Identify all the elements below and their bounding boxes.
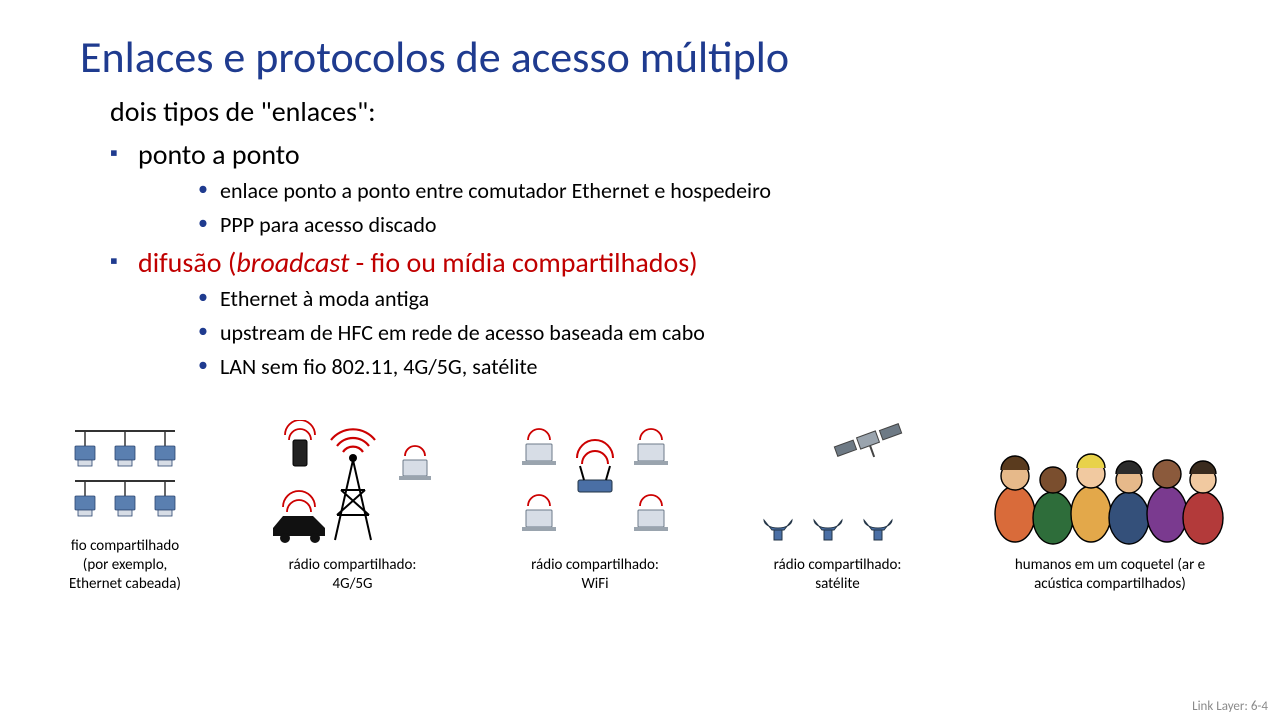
caption-cellular: rádio compartilhado: 4G/5G (289, 556, 417, 594)
figure-people: humanos em um coquetel (ar e acústica co… (980, 420, 1240, 594)
wired-icon (50, 401, 200, 531)
bullet-broadcast-sub-0: Ethernet à moda antiga (198, 284, 1200, 314)
satellite-icon (748, 420, 928, 550)
bullet-broadcast-italic: broadcast (236, 245, 349, 280)
bullet-broadcast: difusão (broadcast - fio ou mídia compar… (110, 245, 1200, 381)
bullet-broadcast-sub-2: LAN sem fio 802.11, 4G/5G, satélite (198, 352, 1200, 382)
bullet-p2p: ponto a ponto enlace ponto a ponto entre… (110, 137, 1200, 239)
figure-wired: fio compartilhado (por exemplo, Ethernet… (40, 401, 210, 593)
wifi-icon (500, 420, 690, 550)
figure-satellite: rádio compartilhado: satélite (743, 420, 933, 594)
cellular-icon (263, 420, 443, 550)
bullet-p2p-sub-1: PPP para acesso discado (198, 210, 1200, 240)
people-icon (985, 420, 1235, 550)
caption-wifi: rádio compartilhado: WiFi (531, 556, 659, 594)
caption-wired: fio compartilhado (por exemplo, Ethernet… (69, 537, 181, 593)
bullet-broadcast-sub-1: upstream de HFC em rede de acesso basead… (198, 318, 1200, 348)
figure-wifi: rádio compartilhado: WiFi (495, 420, 695, 594)
bullet-p2p-sub-0: enlace ponto a ponto entre comutador Eth… (198, 176, 1200, 206)
slide-title: Enlaces e protocolos de acesso múltiplo (80, 30, 1200, 84)
bullet-broadcast-suffix: - fio ou mídia compartilhados) (349, 245, 697, 280)
figures-row: fio compartilhado (por exemplo, Ethernet… (40, 401, 1240, 593)
bullet-p2p-label: ponto a ponto (138, 137, 300, 172)
slide-footer: Link Layer: 6-4 (1192, 699, 1268, 714)
bullet-broadcast-prefix: difusão ( (138, 245, 236, 280)
slide-subtitle: dois tipos de "enlaces": (110, 94, 1200, 129)
caption-satellite: rádio compartilhado: satélite (774, 556, 902, 594)
caption-people: humanos em um coquetel (ar e acústica co… (1015, 556, 1205, 594)
figure-cellular: rádio compartilhado: 4G/5G (258, 420, 448, 594)
